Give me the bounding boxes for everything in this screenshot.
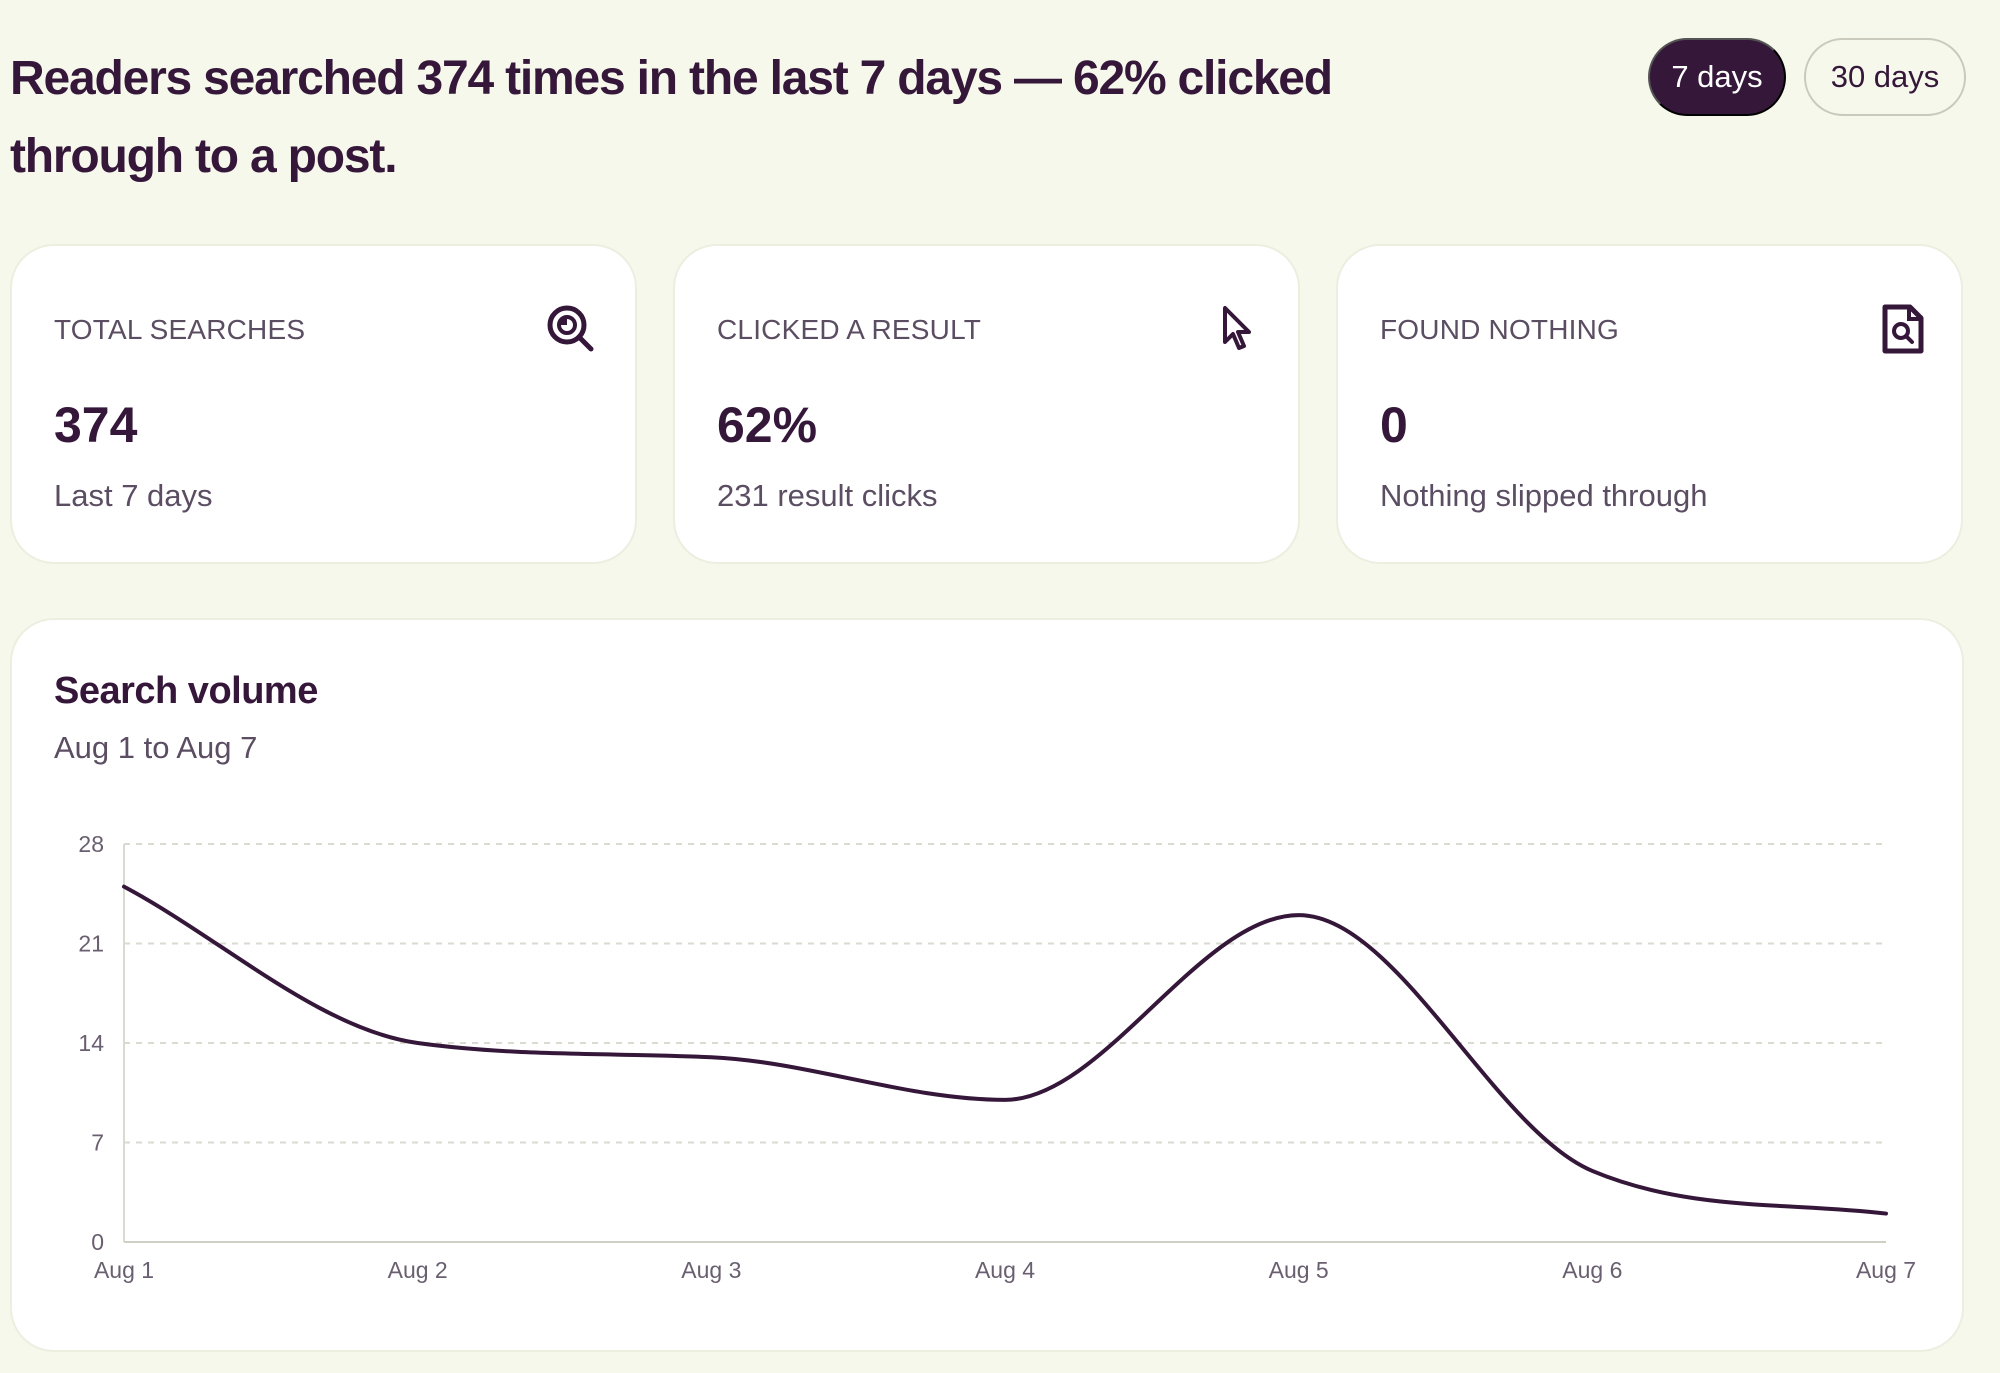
file-search-icon (1882, 304, 1924, 354)
stat-label: CLICKED A RESULT (717, 314, 982, 345)
stat-card-total-searches: TOTAL SEARCHES 374 Last 7 days (10, 244, 637, 564)
stat-value: 0 (1380, 397, 1408, 453)
stat-label: TOTAL SEARCHES (54, 314, 306, 345)
chart-subtitle: Aug 1 to Aug 7 (54, 730, 258, 765)
stat-card-found-nothing: FOUND NOTHING 0 Nothing slipped through (1336, 244, 1963, 564)
x-tick-label: Aug 4 (975, 1257, 1035, 1283)
y-tick-label: 14 (78, 1030, 104, 1056)
stat-card-clicked-result: CLICKED A RESULT 62% 231 result clicks (673, 244, 1300, 564)
cursor-icon (1223, 306, 1251, 350)
range-30-days-button[interactable]: 30 days (1804, 38, 1966, 116)
x-tick-label: Aug 7 (1856, 1257, 1916, 1283)
search-volume-chart: 0 7 14 21 28 Aug 1 Aug 2 Aug 3 Aug 4 Aug 5 Aug 6 Au… (78, 831, 1916, 1283)
range-7-days-button[interactable]: 7 days (1648, 38, 1786, 116)
search-icon (547, 305, 594, 352)
x-tick-label: Aug 3 (681, 1257, 741, 1283)
stat-label: FOUND NOTHING (1380, 314, 1620, 345)
chart-title: Search volume (54, 670, 318, 712)
x-tick-label: Aug 5 (1269, 1257, 1329, 1283)
y-tick-label: 21 (78, 931, 104, 957)
x-tick-label: Aug 1 (94, 1257, 154, 1283)
y-tick-label: 28 (78, 831, 104, 857)
x-tick-label: Aug 2 (388, 1257, 448, 1283)
stat-value: 374 (54, 397, 138, 453)
y-tick-label: 7 (91, 1130, 104, 1156)
x-tick-label: Aug 6 (1562, 1257, 1622, 1283)
search-volume-line (122, 884, 1888, 1216)
y-tick-label: 0 (91, 1229, 104, 1255)
stat-subtext: 231 result clicks (717, 478, 938, 513)
page-headline: Readers searched 374 times in the last 7… (10, 52, 1333, 183)
stat-subtext: Nothing slipped through (1380, 478, 1708, 513)
stat-value: 62% (717, 397, 818, 453)
stat-subtext: Last 7 days (54, 478, 213, 513)
search-volume-card: Search volume Aug 1 to Aug 7 0 7 14 21 28 Aug… (10, 618, 1964, 1352)
